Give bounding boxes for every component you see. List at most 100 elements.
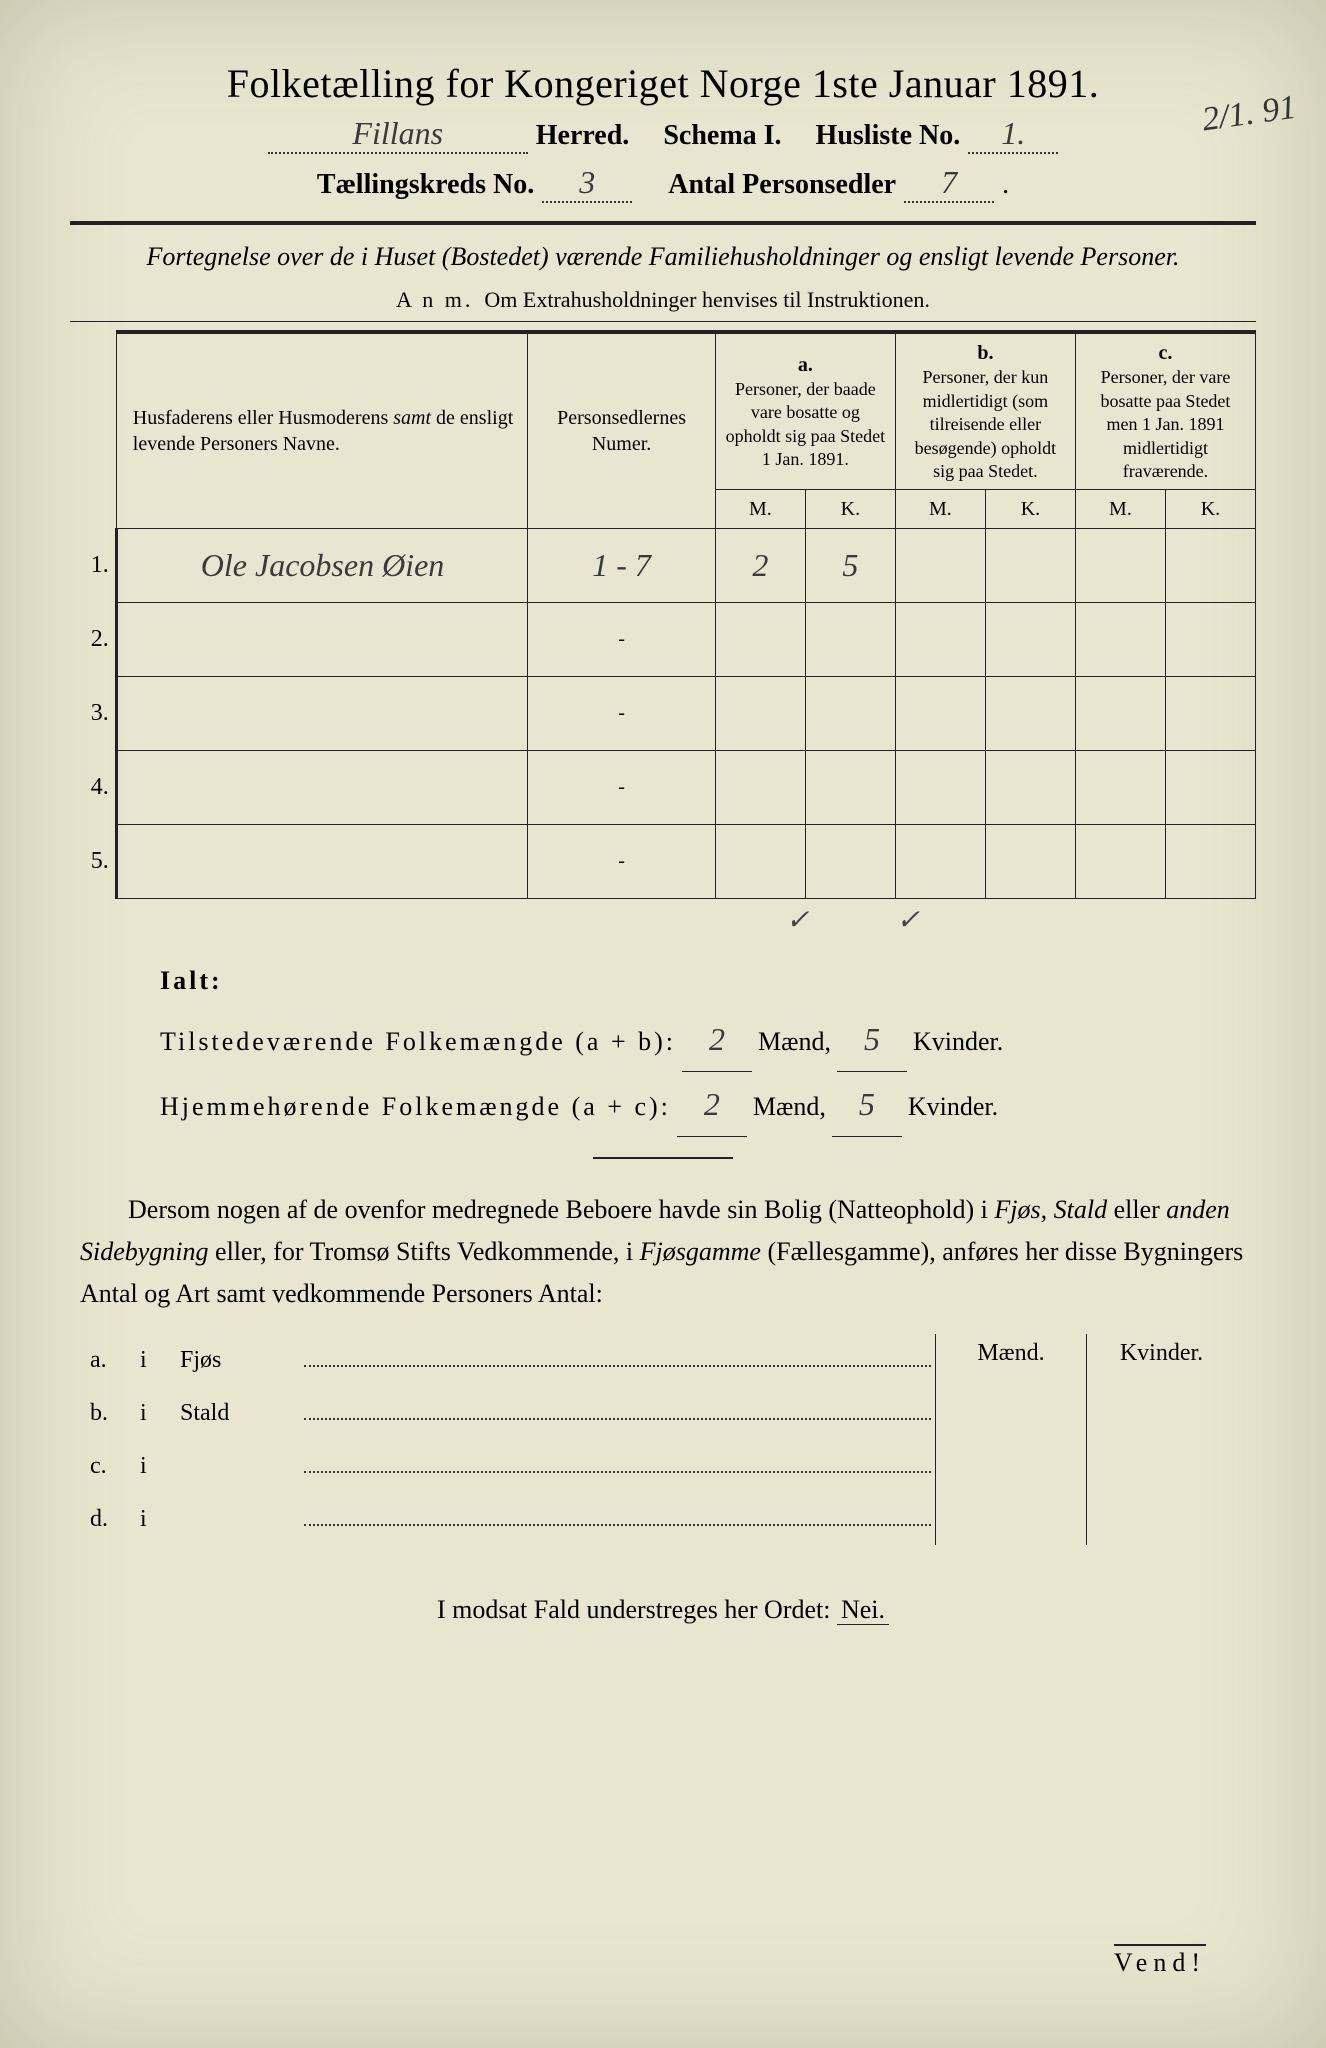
c-k-cell [1165,529,1255,603]
husliste-value: 1. [968,115,1058,154]
b-m-cell [895,529,985,603]
a-m-cell [715,825,805,899]
maend-label: Mænd, [758,1016,831,1068]
c-m-cell [1075,751,1165,825]
bldg-i: i [140,1440,160,1493]
col-a-k: K. [805,490,895,529]
table-row: 3. - [70,677,1256,751]
c-k-cell [1165,677,1255,751]
household-table: Husfaderens eller Husmode­rens samt de e… [70,330,1256,899]
ialt-label: Ialt: [160,955,1256,1007]
bldg-i: i [140,1334,160,1387]
building-row: c.i [90,1440,935,1493]
check-marks: ✓ ✓ [70,903,1256,937]
bldg-label: Fjøs [180,1334,280,1387]
c-k-cell [1165,825,1255,899]
col-num-header: Personsedlernes Numer. [528,332,716,528]
vend-label: Vend! [1114,1944,1206,1978]
table-row: 5.- [70,825,1256,899]
building-table: a.iFjøsb.iStaldc.id.i Mænd. Kvinder. [90,1334,1236,1545]
line2-k: 5 [832,1072,902,1137]
dotted-line [304,1343,931,1367]
name-cell [116,677,528,751]
building-row: a. i Fjøs [90,1334,935,1387]
row-number: 3. [70,677,116,751]
col-c-text: Personer, der vare bosatte paa Stedet me… [1084,366,1247,483]
num-cell: - [528,751,716,825]
col-b-m: M. [895,490,985,529]
short-divider [593,1157,733,1159]
schema-label: Schema I. [663,120,781,152]
name-cell [116,751,528,825]
nei-word: Nei. [837,1595,889,1625]
col-a-letter: a. [724,352,887,378]
a-k-cell [805,677,895,751]
a-k-cell: 5 [805,529,895,603]
b-m-cell [895,677,985,751]
num-cell: 1 - 7 [528,529,716,603]
num-cell: - [528,677,716,751]
col-a-text: Personer, der baade vare bosatte og opho… [724,378,887,472]
col-c-k: K. [1165,490,1255,529]
a-k-cell [805,825,895,899]
c-k-cell [1165,603,1255,677]
modsat-text: I modsat Fald understreges her Ordet: [437,1595,831,1624]
bldg-i: i [140,1493,160,1546]
bldg-letter: b. [90,1387,120,1440]
divider [70,221,1256,225]
col-a-header: a. Personer, der baade vare bosatte og o… [715,332,895,489]
c-m-cell [1075,825,1165,899]
table-row: 4. - [70,751,1256,825]
col-b-text: Personer, der kun midlertidigt (som tilr… [904,366,1067,483]
col-b-letter: b. [904,340,1067,366]
b-k-cell [985,603,1075,677]
building-row: d. i [90,1493,935,1546]
bldg-kvinder-col: Kvinder. [1086,1334,1236,1545]
row-number: 1. [70,529,116,603]
c-m-cell [1075,677,1165,751]
bldg-letter: d. [90,1493,120,1546]
census-form-page: 2/1. 91 Folketælling for Kongeriget Norg… [0,0,1326,2048]
col-c-m: M. [1075,490,1165,529]
husliste-label: Husliste No. [816,120,961,152]
maend-label-2: Mænd, [753,1081,826,1133]
herred-value: Fillans [268,115,528,154]
a-m-cell [715,751,805,825]
totals-block: Ialt: Tilstedeværende Folkemængde (a + b… [160,955,1256,1137]
row-number: 5. [70,825,116,899]
a-m-cell: 2 [715,529,805,603]
b-m-cell [895,603,985,677]
kvinder-label-2: Kvinder. [908,1081,998,1133]
b-m-cell [895,751,985,825]
page-title: Folketælling for Kongeriget Norge 1ste J… [70,60,1256,107]
b-k-cell [985,825,1075,899]
anm-note: A n m. Anm. Om Extrahusholdninger henvis… [70,287,1256,313]
col-name-header: Husfaderens eller Husmode­rens samt de e… [116,332,528,528]
c-m-cell [1075,603,1165,677]
form-subtitle: Fortegnelse over de i Huset (Bostedet) v… [70,239,1256,275]
b-k-cell [985,751,1075,825]
row-number: 2. [70,603,116,677]
c-m-cell [1075,529,1165,603]
header-line-2: Tællingskreds No. 3 Antal Personsedler 7… [70,164,1256,203]
table-row: 1.Ole Jacobsen Øien1 - 725 [70,529,1256,603]
a-m-cell [715,677,805,751]
dotted-line [304,1396,931,1420]
line1-m: 2 [682,1007,752,1072]
bldg-letter: a. [90,1334,120,1387]
kreds-value: 3 [542,164,632,203]
col-a-m: M. [715,490,805,529]
building-row: b.iStald [90,1387,935,1440]
dotted-line [304,1502,931,1526]
row-number: 4. [70,751,116,825]
b-k-cell [985,529,1075,603]
name-cell: Ole Jacobsen Øien [116,529,528,603]
a-k-cell [805,603,895,677]
modsat-line: I modsat Fald understreges her Ordet: Ne… [70,1595,1256,1625]
line2-m: 2 [677,1072,747,1137]
herred-label: Herred. [536,120,630,152]
totals-row-2: Hjemmehørende Folkemængde (a + c): 2 Mæn… [160,1072,1256,1137]
building-paragraph: Dersom nogen af de ovenfor medregnede Be… [80,1189,1246,1314]
col-c-header: c. Personer, der vare bosatte paa Stedet… [1075,332,1255,489]
col-c-letter: c. [1084,340,1247,366]
